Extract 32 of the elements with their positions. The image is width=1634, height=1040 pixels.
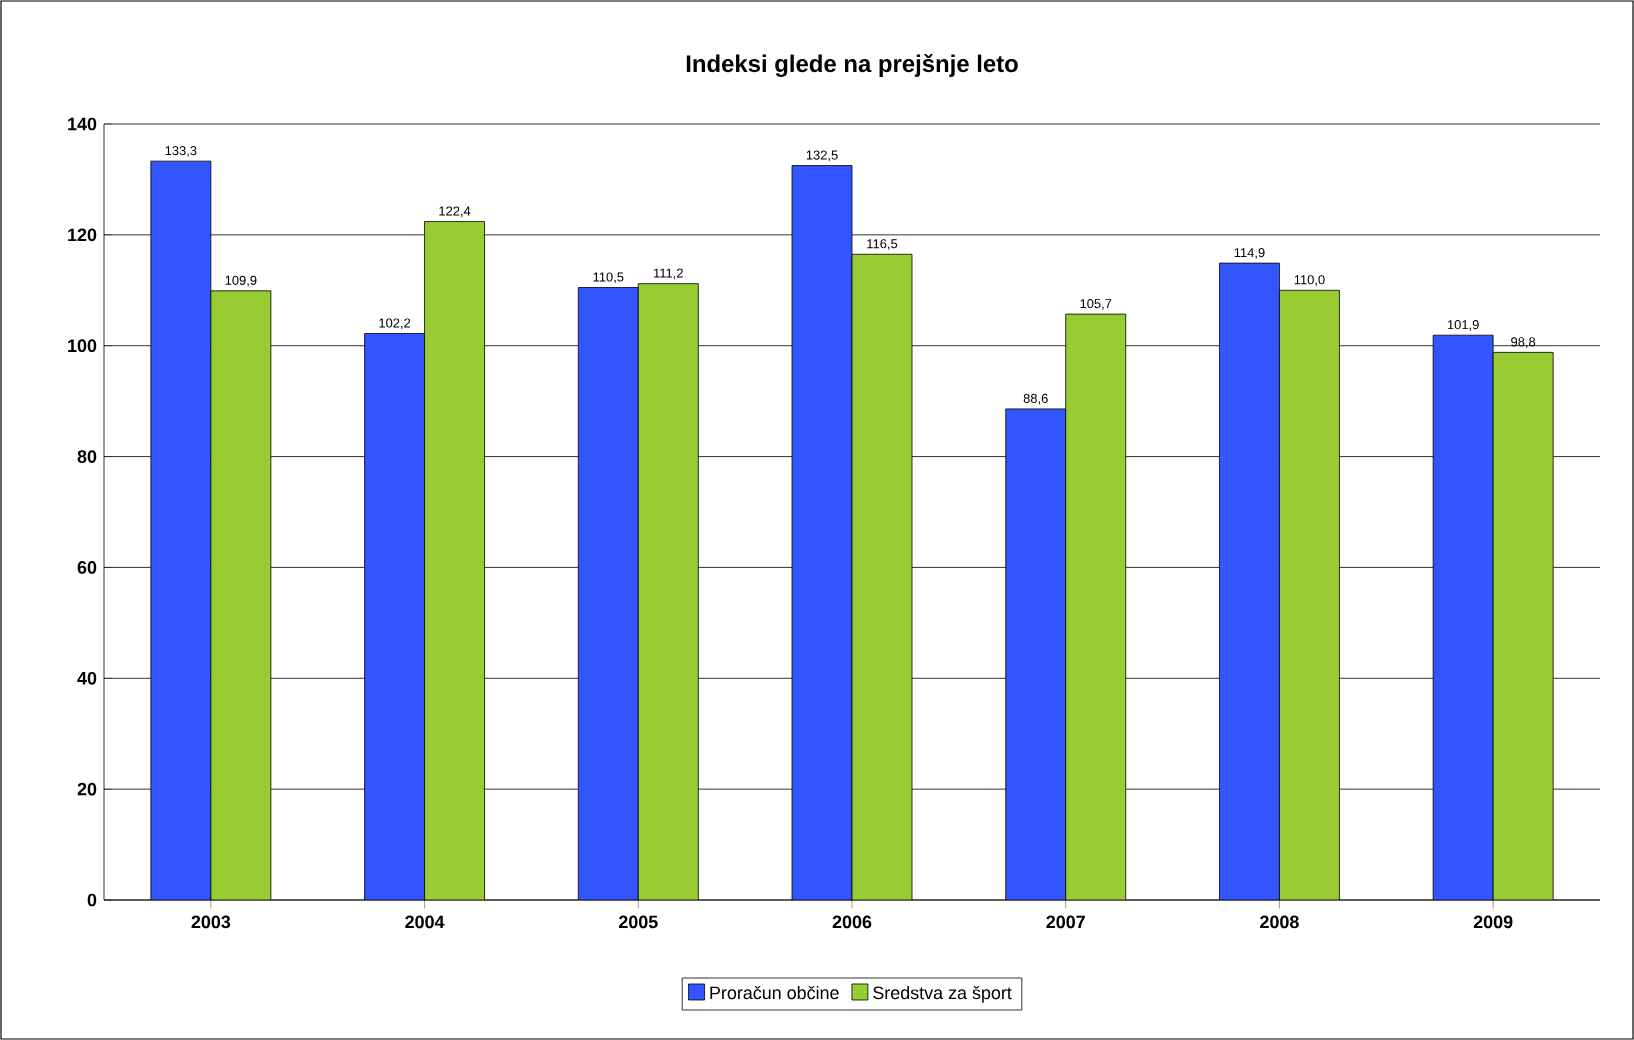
bar [210, 290, 272, 900]
bar [150, 160, 212, 900]
x-tick-label: 2008 [1260, 915, 1299, 929]
bar [1219, 262, 1280, 900]
legend-label: Proračun občine [710, 985, 839, 1000]
bar [1432, 334, 1494, 900]
legend-label: Sredstva za šport [873, 985, 1012, 1003]
y-tick-label: 20 [77, 782, 97, 796]
y-tick-label: 60 [77, 561, 97, 574]
x-tick-label: 2006 [832, 915, 872, 929]
bar [364, 333, 425, 900]
y-tick-label: 40 [77, 671, 97, 685]
y-tick-label: 140 [68, 117, 97, 131]
bar [851, 253, 913, 900]
bar [424, 221, 485, 900]
x-tick-label: 2003 [191, 915, 231, 929]
bar [1492, 351, 1554, 900]
bar [791, 165, 853, 900]
bar [1065, 313, 1127, 900]
chart-title: Indeksi glede na prejšnje leto [686, 54, 1018, 77]
bar [637, 283, 699, 900]
bar [577, 287, 639, 900]
bar [1279, 289, 1340, 900]
x-tick-label: 2009 [1473, 915, 1513, 929]
x-tick-label: 2007 [1046, 915, 1085, 929]
y-tick-label: 100 [68, 339, 97, 353]
x-tick-label: 2005 [618, 915, 658, 929]
bar [1005, 408, 1067, 900]
y-tick-label: 120 [68, 228, 97, 242]
y-tick-label: 80 [77, 450, 97, 463]
y-tick-label: 0 [87, 893, 97, 907]
x-tick-label: 2004 [405, 915, 445, 929]
